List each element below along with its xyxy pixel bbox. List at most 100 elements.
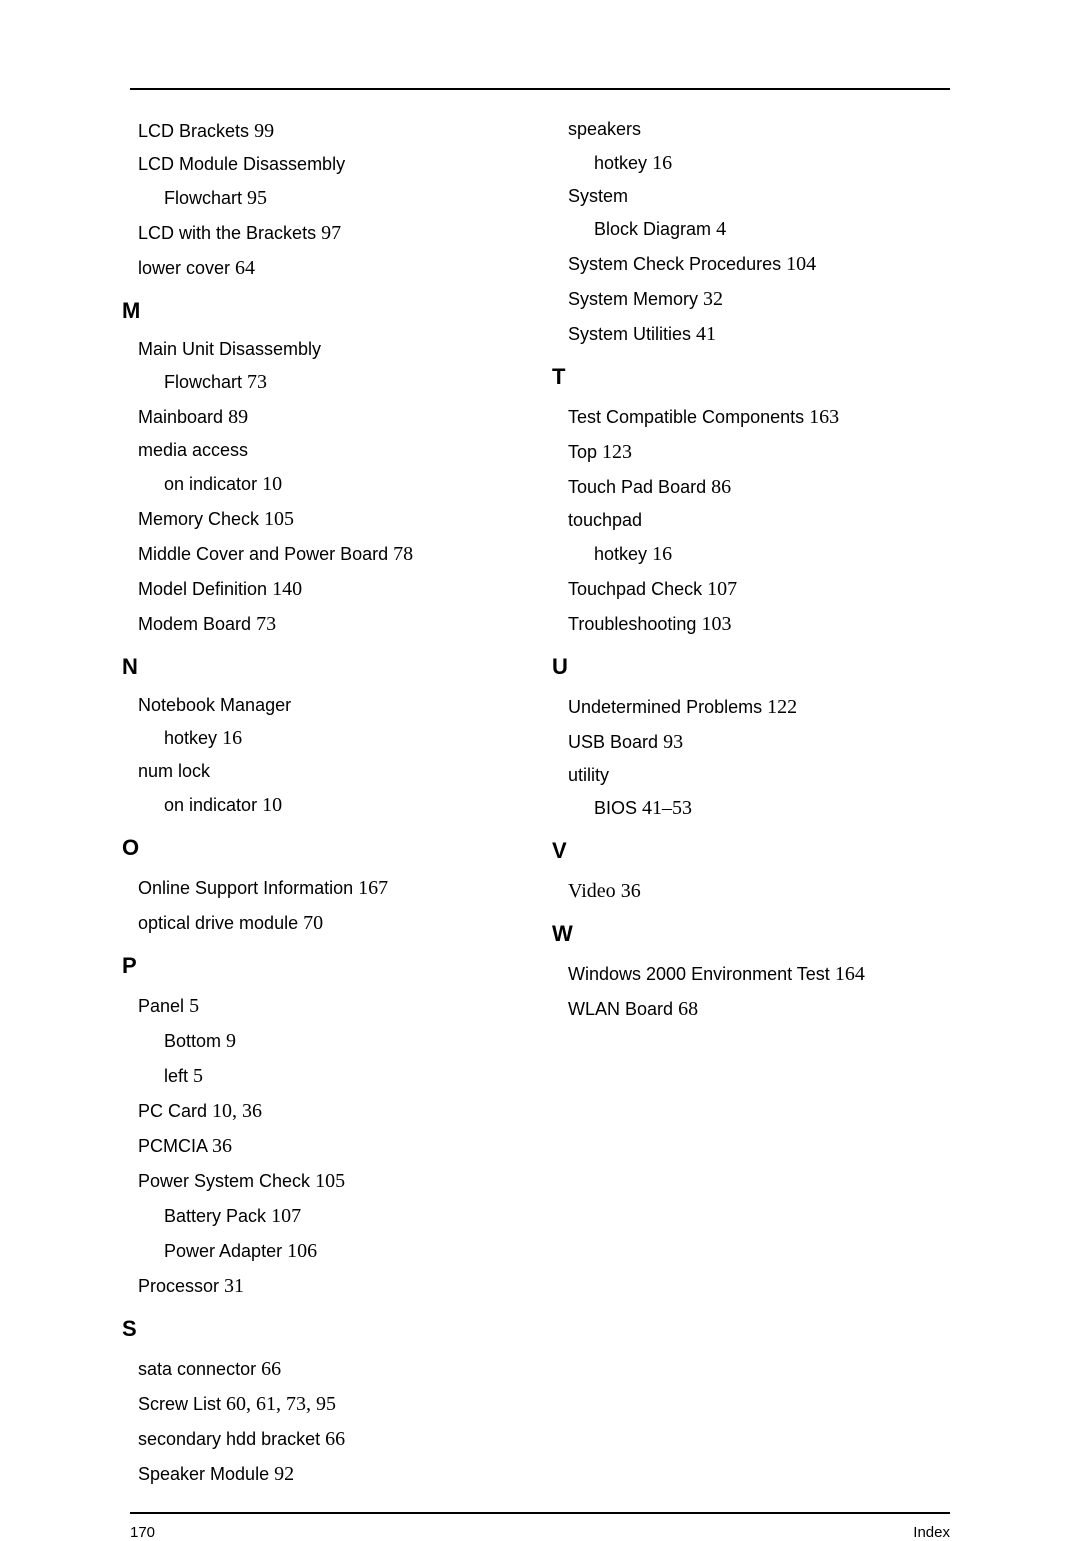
right-column: speakershotkey 16SystemBlock Diagram 4Sy…: [560, 114, 950, 1492]
index-entry: Main Unit Disassembly: [130, 334, 520, 366]
index-entry: Modem Board 73: [130, 607, 520, 642]
section-letter: M: [122, 298, 520, 324]
index-page: 164: [835, 963, 865, 985]
index-entry: Windows 2000 Environment Test 164: [560, 957, 950, 992]
index-entry: WLAN Board 68: [560, 992, 950, 1027]
index-page: 103: [701, 613, 731, 635]
section-letter: W: [552, 921, 950, 947]
section-letter: P: [122, 953, 520, 979]
index-page: 10, 36: [212, 1100, 262, 1122]
index-entry: Video 36: [560, 874, 950, 909]
index-page: 123: [602, 441, 632, 463]
index-entry: Undetermined Problems 122: [560, 690, 950, 725]
index-entry: media access: [130, 435, 520, 467]
index-entry: System: [560, 181, 950, 213]
index-page: 99: [254, 120, 274, 142]
index-term: Notebook Manager: [138, 695, 291, 715]
index-term: utility: [568, 765, 609, 785]
index-term: hotkey: [164, 728, 217, 748]
index-page: 163: [809, 406, 839, 428]
index-term: Memory Check: [138, 509, 259, 529]
index-page: 140: [272, 578, 302, 600]
index-entry: Online Support Information 167: [130, 871, 520, 906]
index-entry: Screw List 60, 61, 73, 95: [130, 1387, 520, 1422]
index-term: lower cover: [138, 258, 230, 278]
index-page: 97: [321, 222, 341, 244]
index-term: on indicator: [164, 795, 257, 815]
index-term: Flowchart: [164, 372, 242, 392]
index-entry: PC Card 10, 36: [130, 1094, 520, 1129]
index-entry: System Check Procedures 104: [560, 247, 950, 282]
index-page: 60, 61, 73, 95: [226, 1393, 336, 1415]
index-entry: Top 123: [560, 435, 950, 470]
index-term: hotkey: [594, 153, 647, 173]
index-term: Mainboard: [138, 407, 223, 427]
index-entry: LCD with the Brackets 97: [130, 216, 520, 251]
index-page: 73: [256, 613, 276, 635]
index-term: Battery Pack: [164, 1206, 266, 1226]
index-term: System: [568, 186, 628, 206]
index-term: Middle Cover and Power Board: [138, 544, 388, 564]
index-term: Flowchart: [164, 188, 242, 208]
index-entry: speakers: [560, 114, 950, 146]
index-entry: Model Definition 140: [130, 572, 520, 607]
page-number: 170: [130, 1524, 155, 1541]
index-entry: PCMCIA 36: [130, 1129, 520, 1164]
index-entry: Processor 31: [130, 1269, 520, 1304]
index-subentry: hotkey 16: [560, 537, 950, 572]
section-letter: V: [552, 838, 950, 864]
index-term: Speaker Module: [138, 1464, 269, 1484]
section-letter: N: [122, 654, 520, 680]
index-entry: Mainboard 89: [130, 400, 520, 435]
index-page: 36: [621, 880, 641, 902]
index-entry: Middle Cover and Power Board 78: [130, 537, 520, 572]
index-page: 16: [222, 727, 242, 749]
index-subentry: hotkey 16: [130, 721, 520, 756]
index-term: Online Support Information: [138, 878, 353, 898]
index-term: System Check Procedures: [568, 254, 781, 274]
index-page: 95: [247, 187, 267, 209]
index-page: 9: [226, 1030, 236, 1052]
index-page: 66: [325, 1428, 345, 1450]
section-letter: T: [552, 364, 950, 390]
index-page: 105: [315, 1170, 345, 1192]
index-subentry: Battery Pack 107: [130, 1199, 520, 1234]
index-term: sata connector: [138, 1359, 256, 1379]
index-term: LCD Brackets: [138, 121, 249, 141]
index-subentry: Flowchart 95: [130, 181, 520, 216]
section-letter: S: [122, 1316, 520, 1342]
index-page: 10: [262, 473, 282, 495]
index-term: Modem Board: [138, 614, 251, 634]
index-term: LCD Module Disassembly: [138, 154, 345, 174]
index-entry: sata connector 66: [130, 1352, 520, 1387]
index-term: Processor: [138, 1276, 219, 1296]
index-entry: Power System Check 105: [130, 1164, 520, 1199]
index-page: 64: [235, 257, 255, 279]
index-term: USB Board: [568, 732, 658, 752]
index-term: secondary hdd bracket: [138, 1429, 320, 1449]
index-term: touchpad: [568, 510, 642, 530]
index-page: 5: [189, 995, 199, 1017]
index-term: Block Diagram: [594, 219, 711, 239]
index-page: 105: [264, 508, 294, 530]
index-entry: Speaker Module 92: [130, 1457, 520, 1492]
index-term: BIOS: [594, 798, 637, 818]
index-page: 68: [678, 998, 698, 1020]
index-entry: System Memory 32: [560, 282, 950, 317]
index-subentry: Flowchart 73: [130, 365, 520, 400]
index-term: Model Definition: [138, 579, 267, 599]
index-entry: num lock: [130, 756, 520, 788]
index-page: 70: [303, 912, 323, 934]
index-page: 93: [663, 731, 683, 753]
index-term: Power Adapter: [164, 1241, 282, 1261]
index-term: Troubleshooting: [568, 614, 696, 634]
index-entry: USB Board 93: [560, 725, 950, 760]
index-page: 36: [212, 1135, 232, 1157]
index-term: Main Unit Disassembly: [138, 339, 321, 359]
index-term: PCMCIA: [138, 1136, 207, 1156]
index-term: Undetermined Problems: [568, 697, 762, 717]
index-subentry: on indicator 10: [130, 467, 520, 502]
index-term: optical drive module: [138, 913, 298, 933]
index-page: 73: [247, 371, 267, 393]
index-entry: System Utilities 41: [560, 317, 950, 352]
